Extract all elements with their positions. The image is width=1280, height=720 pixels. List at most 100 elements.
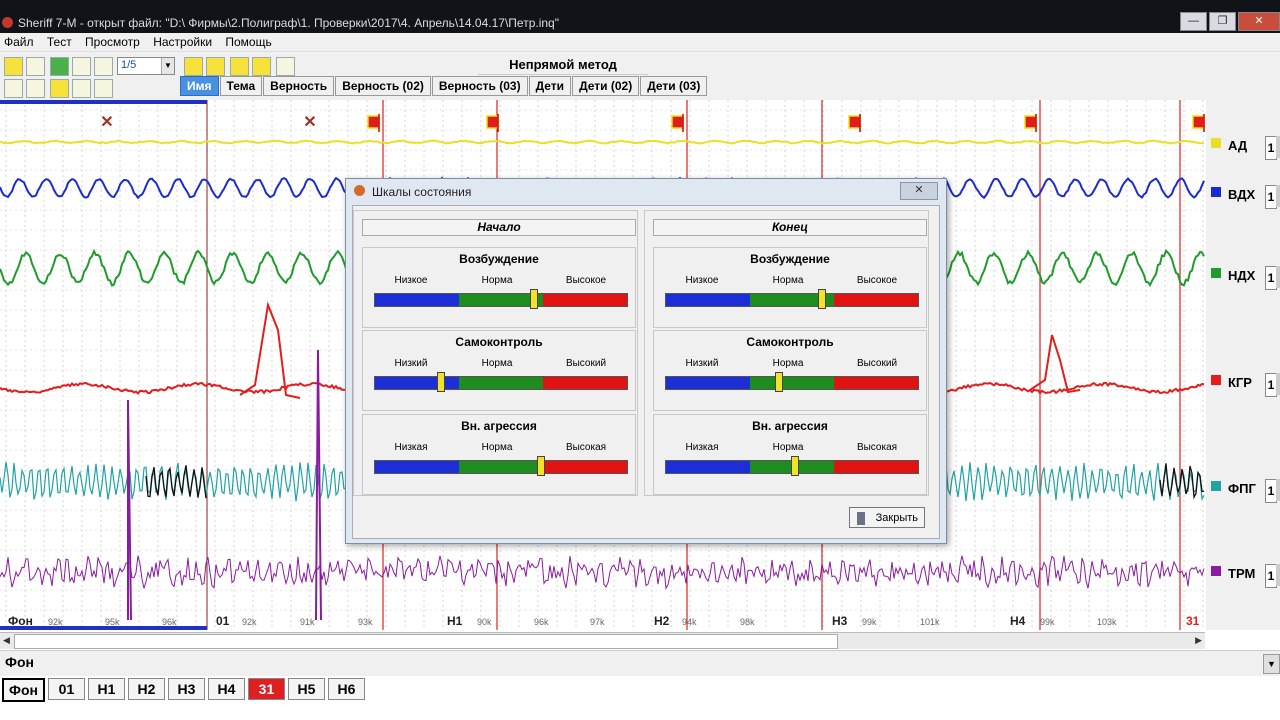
time-label: 101k <box>920 617 940 627</box>
menu-help[interactable]: Помощь <box>225 35 272 49</box>
segment-tab[interactable]: Фон <box>2 678 45 702</box>
tools-icon[interactable] <box>72 57 91 76</box>
time-label: 90k <box>477 617 492 627</box>
cancel-mark-icon: ✕ <box>303 114 316 131</box>
time-label: 99k <box>862 617 877 627</box>
segment-label: Н1 <box>447 614 463 628</box>
channel-color-swatch <box>1211 138 1221 148</box>
time-label: 96k <box>162 617 177 627</box>
scale-mid-label: Норма <box>772 358 804 369</box>
end-heading: Конец <box>653 219 927 236</box>
scale-mid-label: Норма <box>481 275 513 286</box>
state-scales-dialog: Шкалы состояния ✕ Начало Возбуждение Низ… <box>345 178 947 544</box>
menu-settings[interactable]: Настройки <box>153 35 213 49</box>
scale-low-label: Низкая <box>685 442 719 453</box>
segment-label: Фон <box>8 614 33 628</box>
current-segment-label: Фон <box>5 654 34 670</box>
chevron-down-icon[interactable]: ▼ <box>1263 654 1280 674</box>
segment-tab[interactable]: Н1 <box>87 678 125 700</box>
channel-trm[interactable]: ТРМ 1 <box>1208 564 1280 588</box>
chevron-down-icon: ▼ <box>161 58 174 74</box>
add-icon[interactable] <box>50 57 69 76</box>
save-icon[interactable] <box>26 57 45 76</box>
segment-tab[interactable]: 01 <box>47 678 85 700</box>
channel-fpg[interactable]: ФПГ 1 <box>1208 479 1280 503</box>
gain-spinner[interactable] <box>1276 266 1280 288</box>
close-button[interactable]: Закрыть <box>849 507 925 528</box>
tab-children-02[interactable]: Дети (02) <box>572 76 640 96</box>
scale-name: Вн. агрессия <box>461 419 537 433</box>
segment-label: Н2 <box>654 614 670 628</box>
scale-name: Самоконтроль <box>746 335 834 349</box>
arousal-scale-start: Возбуждение Низкое Норма Высокое <box>362 247 636 328</box>
segment-tab[interactable]: Н3 <box>167 678 205 700</box>
minimize-button[interactable]: — <box>1180 12 1207 31</box>
segment-tab[interactable]: Н4 <box>207 678 245 700</box>
gain-spinner[interactable] <box>1276 136 1280 158</box>
time-label: 93k <box>358 617 373 627</box>
horizontal-scrollbar[interactable]: ◀ ▶ <box>0 632 1205 649</box>
print-icon[interactable] <box>276 57 295 76</box>
new-test-icon[interactable] <box>4 57 23 76</box>
close-icon[interactable]: ✕ <box>900 182 938 200</box>
scroll-thumb[interactable] <box>14 634 838 649</box>
tab-fidelity-03[interactable]: Верность (03) <box>431 76 528 96</box>
channel-vdh[interactable]: ВДХ 1 <box>1208 185 1280 209</box>
comments-icon[interactable] <box>252 57 271 76</box>
time-label: 97k <box>590 617 605 627</box>
segment-tab[interactable]: Н2 <box>127 678 165 700</box>
segment-tab[interactable]: Н5 <box>287 678 325 700</box>
scale-name: Вн. агрессия <box>752 419 828 433</box>
close-window-button[interactable]: ✕ <box>1238 12 1280 31</box>
segment-tab[interactable]: Н6 <box>327 678 365 700</box>
question-icon[interactable] <box>184 57 203 76</box>
question-tabs: Имя Тема Верность Верность (02) Верность… <box>180 76 708 96</box>
tab-topic[interactable]: Тема <box>219 76 263 96</box>
scale-name: Самоконтроль <box>455 335 543 349</box>
scale-mid-label: Норма <box>772 275 804 286</box>
zoom-select[interactable]: 1/5 ▼ <box>117 57 175 75</box>
tab-name[interactable]: Имя <box>180 76 219 96</box>
hand-icon[interactable] <box>206 57 225 76</box>
channel-ndh[interactable]: НДХ 1 <box>1208 266 1280 290</box>
face-icon[interactable] <box>72 79 91 98</box>
channel-color-swatch <box>1211 187 1221 197</box>
tab-fidelity-02[interactable]: Верность (02) <box>335 76 431 96</box>
maximize-button[interactable]: ❐ <box>1209 12 1236 31</box>
tab-fidelity[interactable]: Верность <box>263 76 335 96</box>
chart-settings-icon[interactable] <box>94 57 113 76</box>
scroll-left-icon[interactable]: ◀ <box>3 635 10 645</box>
export-icon[interactable] <box>50 79 69 98</box>
title-bar: Sheriff 7-M - открыт файл: "D:\ Фирмы\2.… <box>0 0 1280 33</box>
time-label: 95k <box>105 617 120 627</box>
gain-spinner[interactable] <box>1276 373 1280 395</box>
scale-bar <box>374 293 628 307</box>
dialog-body: Начало Возбуждение Низкое Норма Высокое … <box>352 205 940 539</box>
open-folder-icon[interactable] <box>4 79 23 98</box>
gain-spinner[interactable] <box>1276 479 1280 501</box>
menu-view[interactable]: Просмотр <box>85 35 140 49</box>
menu-test[interactable]: Тест <box>46 35 72 49</box>
channel-panel <box>1206 100 1280 630</box>
scale-high-label: Высокий <box>565 358 607 369</box>
dialog-title-bar[interactable]: Шкалы состояния ✕ <box>346 179 946 203</box>
segment-tabs: Фон 01 Н1 Н2 Н3 Н4 31 Н5 Н6 <box>2 678 365 702</box>
menu-file[interactable]: Файл <box>4 35 34 49</box>
gain-spinner[interactable] <box>1276 185 1280 207</box>
grid-icon[interactable] <box>26 79 45 98</box>
trace-АД <box>0 139 1205 145</box>
tab-children[interactable]: Дети <box>528 76 572 96</box>
comment-icon[interactable] <box>230 57 249 76</box>
scale-low-label: Низкий <box>685 358 719 369</box>
channel-kgr[interactable]: КГР 1 <box>1208 373 1280 397</box>
gain-spinner[interactable] <box>1276 564 1280 586</box>
segment-tab[interactable]: 31 <box>247 678 285 700</box>
channel-gain[interactable]: 1 <box>1265 564 1277 588</box>
method-title: Непрямой метод <box>478 55 648 75</box>
channel-color-swatch <box>1211 268 1221 278</box>
scroll-right-icon[interactable]: ▶ <box>1195 635 1202 645</box>
list-icon[interactable] <box>94 79 113 98</box>
scale-name: Возбуждение <box>750 252 830 266</box>
tab-children-03[interactable]: Дети (03) <box>640 76 708 96</box>
channel-ad[interactable]: АД 1 <box>1208 136 1280 160</box>
